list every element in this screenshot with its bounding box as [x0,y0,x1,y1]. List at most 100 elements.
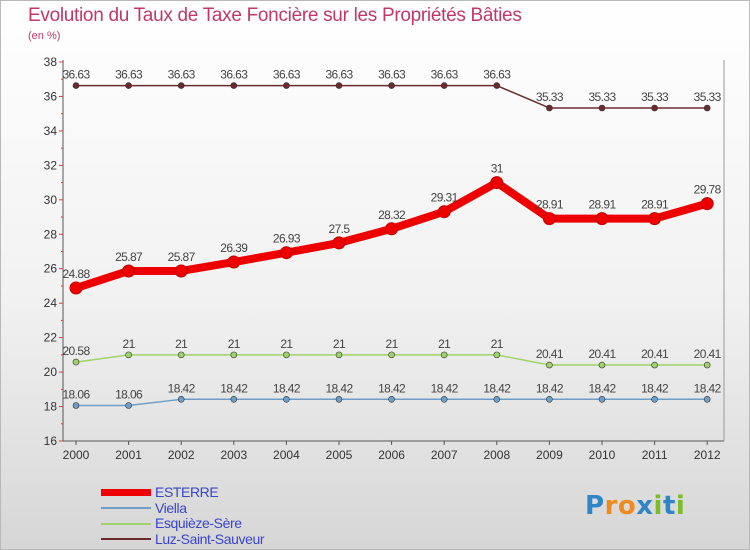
y-tick-label: 20 [44,365,58,379]
data-label: 35.33 [694,90,722,104]
legend-label: Esquièze-Sère [155,515,242,532]
data-point [388,82,395,89]
x-tick-label: 2001 [115,448,142,462]
legend-label: Luz-Saint-Sauveur [155,530,265,547]
data-label: 36.63 [62,68,90,82]
data-point [703,104,711,112]
data-label: 36.63 [273,68,301,82]
proxiti-logo: Proxiti [585,491,685,521]
data-point [651,361,658,369]
data-label: 28.32 [378,208,406,222]
data-label: 35.33 [641,90,669,104]
line-chart: 16 18 20 22 24 26 28 30 32 34 36 38 2000 2001 2002 2003… [44,55,725,462]
y-tick-label: 38 [44,55,58,69]
data-point [125,351,132,359]
data-label: 18.06 [115,388,143,402]
x-tick-label: 2008 [483,448,510,462]
legend-swatch [101,489,151,497]
x-tick-label: 2004 [273,448,300,462]
data-label: 21 [491,337,504,351]
data-label: 20.41 [641,347,669,361]
data-label: 35.33 [536,90,564,104]
x-tick-label: 2009 [536,448,563,462]
data-point [335,396,343,403]
data-label: 20.41 [694,347,722,361]
data-point [230,351,238,359]
data-point [283,351,290,359]
logo-letter: t [662,491,676,521]
chart-title: Evolution du Taux de Taxe Foncière sur l… [28,5,522,26]
data-label: 18.42 [168,381,196,395]
legend-item: ESTERRE [101,485,264,501]
data-label: 21 [280,337,293,351]
data-point [437,205,451,219]
data-label: 18.42 [588,381,616,395]
data-point [598,361,606,369]
x-tick-label: 2007 [431,448,458,462]
data-label: 31 [491,162,504,176]
data-point [440,396,448,403]
logo-letter: i [653,491,663,521]
data-point [227,255,241,269]
legend-swatch [101,538,151,541]
data-point [283,396,290,403]
data-point [332,236,346,250]
data-point [598,104,606,112]
data-point [440,82,448,89]
x-tick-label: 2000 [63,448,90,462]
y-tick-label: 30 [44,193,58,207]
data-label: 26.39 [220,241,248,255]
y-tick-label: 18 [44,400,58,414]
data-label: 25.87 [115,250,143,264]
data-point [700,197,714,211]
data-point [177,82,185,89]
legend-item: Luz-Saint-Sauveur [101,530,265,548]
legend-swatch [101,507,151,510]
data-label: 36.63 [378,68,406,82]
data-label: 36.63 [483,68,511,82]
legend-item: Esquièze-Sère [101,516,264,532]
data-label: 20.41 [536,347,564,361]
data-label: 24.88 [62,267,90,281]
data-label: 26.93 [273,232,301,246]
data-label: 18.42 [325,381,353,395]
data-point [125,82,132,89]
x-tick-label: 2010 [589,448,616,462]
data-label: 21 [175,337,188,351]
data-point [651,104,658,112]
data-point [651,396,658,403]
chart-subtitle: (en %) [28,30,61,42]
data-label: 21 [333,337,346,351]
data-point [388,351,395,359]
data-point [177,351,185,359]
data-point [122,264,136,278]
y-tick-label: 36 [44,89,58,103]
data-point [703,361,711,369]
data-label: 25.87 [168,250,196,264]
data-point [72,358,80,366]
data-point [490,176,504,190]
data-label: 28.91 [588,198,616,212]
data-point [335,82,343,89]
data-label: 20.41 [588,347,616,361]
x-tick-label: 2006 [378,448,405,462]
y-tick-label: 24 [44,296,58,310]
logo-letter: i [675,491,686,521]
data-label: 21 [438,337,451,351]
data-label: 18.42 [431,381,459,395]
data-point [493,82,501,89]
data-label: 36.63 [168,68,196,82]
data-label: 36.63 [325,68,353,82]
y-tick-label: 34 [44,124,58,138]
data-point [230,82,238,89]
x-tick-label: 2005 [326,448,353,462]
data-point [279,246,293,260]
legend-swatch [101,522,151,525]
data-label: 21 [228,337,241,351]
data-point [385,222,399,236]
x-tick-label: 2011 [642,448,668,462]
data-point [546,104,553,112]
data-label: 21 [123,337,136,351]
legend-label: Viella [155,499,187,516]
data-label: 35.33 [588,90,616,104]
